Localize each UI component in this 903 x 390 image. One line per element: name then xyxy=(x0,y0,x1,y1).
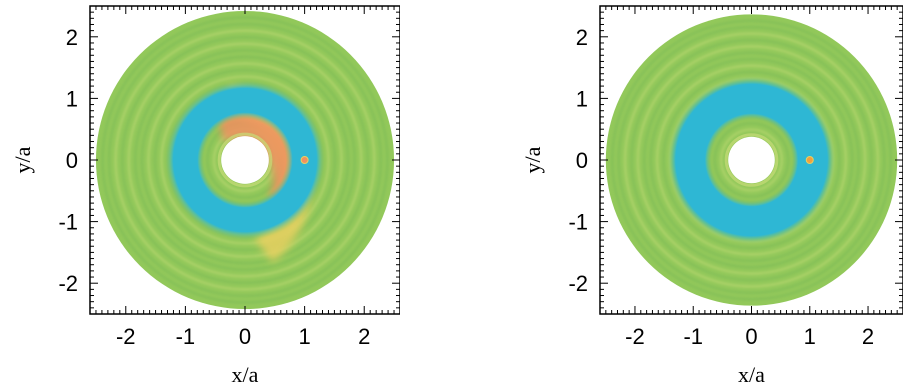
x-axis-label: x/a xyxy=(232,362,259,385)
ticks xyxy=(599,5,903,315)
inner-rim xyxy=(217,132,273,188)
y-axis-label: y/a xyxy=(10,146,35,173)
y-tick-label: 1 xyxy=(576,86,588,111)
disk-image xyxy=(605,14,898,306)
x-tick-label: -1 xyxy=(176,324,196,349)
y-tick-label: -1 xyxy=(58,210,78,235)
right-panel: -2 -1 0 1 2 2 1 0 -1 -2 x/a y/a xyxy=(510,0,903,390)
x-tick-label: 0 xyxy=(745,324,757,349)
y-tick-label: -1 xyxy=(568,210,588,235)
right-chart: -2 -1 0 1 2 2 1 0 -1 -2 x/a y/a xyxy=(520,5,903,387)
x-tick-label: 0 xyxy=(239,324,251,349)
y-tick-label: 0 xyxy=(576,148,588,173)
x-tick-label: 2 xyxy=(862,324,874,349)
left-panel: -2 -1 0 1 2 2 1 0 -1 -2 x/a y/a xyxy=(0,0,401,390)
x-tick-label: -2 xyxy=(625,324,645,349)
y-tick-label: 2 xyxy=(576,25,588,50)
y-tick-label: 1 xyxy=(66,86,78,111)
planet-marker xyxy=(805,156,814,164)
inner-rim xyxy=(724,133,779,187)
y-tick-label: 0 xyxy=(66,148,78,173)
planet-marker xyxy=(300,156,309,164)
inner-hole xyxy=(728,136,775,184)
y-tick-label: -2 xyxy=(568,271,588,296)
disk-image xyxy=(95,10,395,310)
x-tick-label: -1 xyxy=(683,324,703,349)
x-tick-label: -2 xyxy=(116,324,136,349)
x-tick-label: 1 xyxy=(298,324,310,349)
ticks xyxy=(89,5,401,315)
y-axis-label: y/a xyxy=(520,146,545,173)
x-tick-label: 2 xyxy=(358,324,370,349)
inner-hole xyxy=(221,136,269,184)
y-tick-label: -2 xyxy=(58,271,78,296)
y-tick-label: 2 xyxy=(66,25,78,50)
left-chart: -2 -1 0 1 2 2 1 0 -1 -2 x/a y/a xyxy=(10,5,401,387)
x-axis-label: x/a xyxy=(738,362,765,385)
x-tick-label: 1 xyxy=(804,324,816,349)
